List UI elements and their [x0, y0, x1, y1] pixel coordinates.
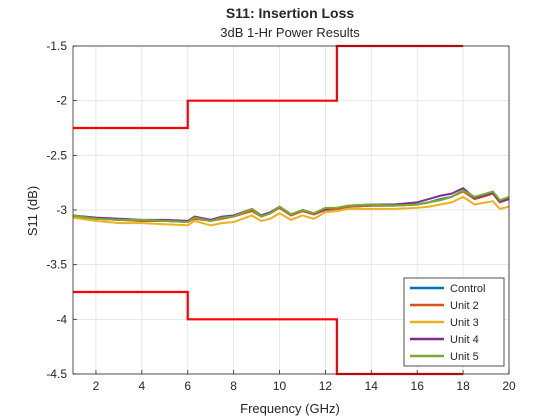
y-tick-label: -3.5	[46, 258, 67, 272]
chart-subtitle: 3dB 1-Hr Power Results	[220, 25, 360, 40]
ticks: 2 4 6 8 10 12 14 16 18 20 -1.5 -2 -2.5 -3 -3.5 -4 -4.5	[46, 39, 516, 393]
y-tick-label: -3	[56, 203, 67, 217]
x-tick-label: 20	[502, 379, 516, 393]
y-tick-label: -4	[56, 312, 67, 326]
legend-label-unit-4: Unit 4	[450, 334, 479, 346]
x-tick-label: 4	[138, 379, 145, 393]
legend-label-unit-3: Unit 3	[450, 317, 479, 329]
y-tick-label: -2	[56, 94, 67, 108]
legend-label-control: Control	[450, 283, 485, 295]
x-tick-label: 14	[365, 379, 379, 393]
x-tick-label: 18	[456, 379, 470, 393]
y-tick-label: -2.5	[46, 148, 67, 162]
series-group	[72, 187, 510, 227]
x-tick-label: 8	[230, 379, 237, 393]
y-tick-label: -4.5	[46, 367, 67, 381]
x-tick-label: 2	[93, 379, 100, 393]
x-tick-label: 16	[411, 379, 425, 393]
legend-label-unit-2: Unit 2	[450, 300, 479, 312]
series-line-unit-5	[72, 189, 510, 224]
legend: Control Unit 2 Unit 3 Unit 4 Unit 5	[403, 277, 505, 367]
x-tick-label: 10	[273, 379, 287, 393]
y-axis-label: S11 (dB)	[25, 186, 40, 236]
x-tick-label: 6	[184, 379, 191, 393]
y-tick-label: -1.5	[46, 39, 67, 53]
x-tick-label: 12	[319, 379, 333, 393]
series-line-unit-3	[72, 195, 510, 227]
legend-label-unit-5: Unit 5	[450, 351, 479, 363]
chart-title: S11: Insertion Loss	[226, 5, 355, 21]
x-axis-label: Frequency (GHz)	[240, 401, 340, 416]
